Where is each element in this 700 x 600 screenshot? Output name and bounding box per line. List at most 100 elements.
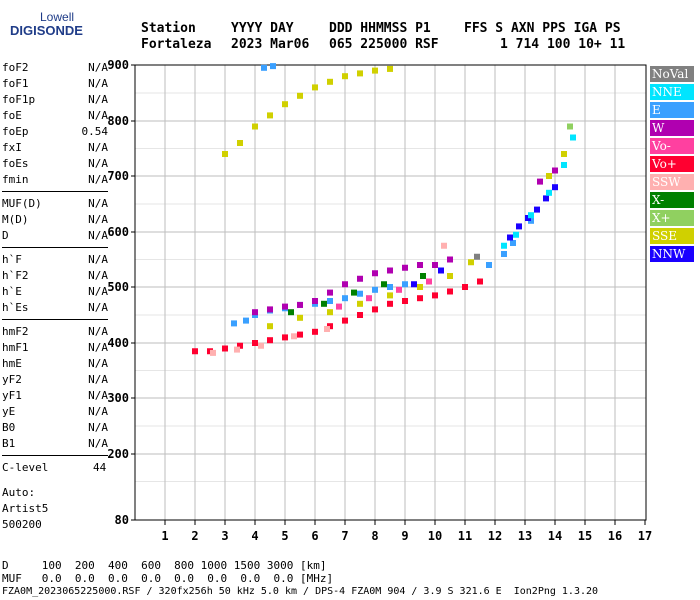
echo-point-e — [501, 251, 507, 257]
footer-muf-row: MUF 0.0 0.0 0.0 0.0 0.0 0.0 0.0 0.0 [MHz… — [2, 572, 334, 585]
echo-point-nne — [528, 212, 534, 219]
param-value: N/A — [88, 157, 108, 170]
x-tick-label: 3 — [221, 529, 228, 543]
x-tick-label: 10 — [428, 529, 442, 543]
param-name: D — [2, 229, 9, 242]
clevel-name: C-level — [2, 461, 49, 474]
echo-point-vo- — [336, 303, 342, 310]
param-value: N/A — [88, 213, 108, 226]
echo-point-nnw — [543, 195, 549, 202]
clevel-value: 44 — [93, 461, 107, 474]
legend-item-x-: X- — [650, 192, 694, 208]
header-date-label: YYYY DAY — [231, 21, 294, 36]
echo-point-e — [357, 290, 363, 297]
echo-point-sse — [417, 284, 423, 290]
echo-point-w — [282, 303, 288, 310]
param-value: N/A — [88, 197, 108, 210]
echo-point-w — [372, 270, 378, 277]
x-tick-label: 14 — [548, 529, 562, 543]
y-tick-label: 400 — [107, 336, 129, 350]
x-tick-label: 17 — [638, 529, 652, 543]
echo-point-ssw — [210, 349, 216, 356]
echo-point-ssw — [324, 326, 330, 332]
echo-point-ssw — [291, 333, 297, 340]
param-name: hmF1 — [2, 341, 29, 354]
echo-point-x- — [567, 123, 573, 130]
echo-point-ssw — [441, 242, 447, 249]
echo-point-ssw — [234, 346, 240, 353]
echo-point-sse — [357, 70, 363, 77]
echo-point-w — [402, 264, 408, 271]
echo-point-w — [252, 309, 258, 316]
x-tick-label: 8 — [371, 529, 378, 543]
echo-point-vo- — [417, 295, 423, 302]
footer-file-row: FZA0M_2023065225000.RSF / 320fx256h 50 k… — [2, 586, 599, 597]
param-name: foF2 — [2, 61, 29, 74]
param-value: N/A — [88, 301, 108, 314]
echo-point-sse — [342, 73, 348, 80]
param-name: h`F — [2, 253, 22, 266]
y-tick-label: 700 — [107, 169, 129, 183]
echo-point-sse — [297, 92, 303, 99]
y-tick-label: 80 — [115, 513, 129, 527]
param-value: N/A — [88, 341, 108, 354]
x-tick-label: 5 — [281, 529, 288, 543]
echo-point-sse — [372, 67, 378, 74]
echo-point-e — [243, 317, 249, 324]
x-tick-label: 15 — [578, 529, 592, 543]
echo-point-e — [486, 262, 492, 268]
echo-point-e — [387, 284, 393, 290]
auto-version: 500200 — [2, 518, 42, 531]
param-value: N/A — [88, 61, 108, 74]
echo-point-w — [537, 178, 543, 185]
echo-point-nne — [561, 162, 567, 168]
echo-point-w — [297, 301, 303, 308]
echo-point-vo- — [192, 348, 198, 355]
echo-point-nnw — [411, 281, 417, 288]
param-value: N/A — [88, 269, 108, 282]
echo-point-sse — [252, 123, 258, 130]
auto-label: Auto: — [2, 486, 36, 499]
param-value: N/A — [88, 389, 108, 402]
x-tick-label: 7 — [341, 529, 348, 543]
echo-point-e — [261, 64, 267, 71]
param-name: hmE — [2, 357, 22, 370]
header-ffs-label: FFS S AXN PPS IGA PS — [464, 21, 621, 36]
legend-item-sse: SSE — [650, 228, 694, 244]
legend-item-w: W — [650, 120, 694, 136]
param-name: h`E — [2, 285, 22, 298]
echo-point-sse — [297, 314, 303, 321]
x-tick-label: 1 — [161, 529, 168, 543]
echo-point-w — [387, 267, 393, 274]
echo-point-vo- — [252, 340, 258, 346]
y-tick-label: 200 — [107, 447, 129, 461]
param-value: N/A — [88, 325, 108, 338]
echo-point-vo- — [402, 298, 408, 304]
echo-point-x- — [420, 273, 426, 279]
echo-point-vo- — [357, 312, 363, 318]
echo-point-vo- — [267, 337, 273, 344]
y-tick-label: 800 — [107, 114, 129, 128]
panel-divider — [2, 191, 108, 192]
param-value: N/A — [88, 373, 108, 386]
echo-point-e — [270, 63, 276, 70]
echo-point-sse — [312, 84, 318, 91]
echo-point-nnw — [516, 223, 522, 230]
param-name: B0 — [2, 421, 16, 434]
param-name: hmF2 — [2, 325, 29, 338]
param-name: MUF(D) — [2, 197, 42, 210]
param-value: N/A — [88, 109, 108, 122]
param-name: B1 — [2, 437, 16, 450]
echo-point-sse — [468, 259, 474, 266]
param-value: N/A — [88, 437, 108, 450]
param-name: h`F2 — [2, 269, 29, 282]
panel-divider — [2, 319, 108, 320]
echo-point-e — [510, 240, 516, 246]
echo-point-x- — [321, 300, 327, 307]
echo-point-vo- — [477, 278, 483, 285]
echo-point-e — [327, 298, 333, 304]
logo-lowell: Lowell — [40, 10, 75, 24]
param-value: N/A — [88, 77, 108, 90]
legend-item-x-: X+ — [650, 210, 694, 226]
